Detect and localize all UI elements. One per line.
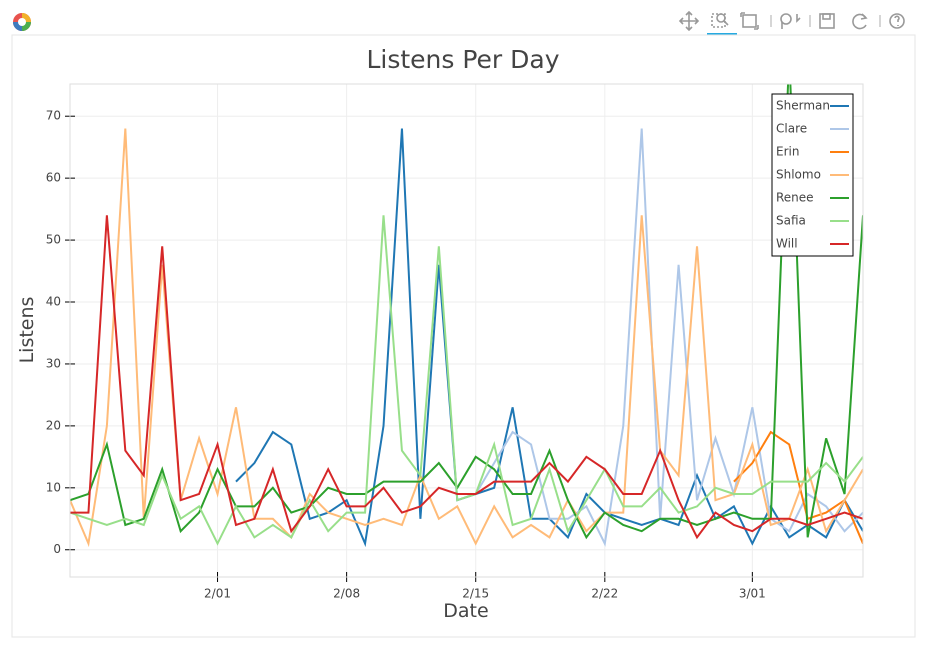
- series-line: [70, 215, 863, 546]
- series-line: [70, 215, 863, 540]
- plot-frame: [69, 83, 864, 578]
- axes: 0 10 20 30 40 50 60 70 2/01 2/08 2/15 2/22 3/01: [46, 83, 864, 601]
- x-tick-label: 3/01: [739, 587, 766, 601]
- series-line: [235, 128, 863, 548]
- y-tick-label: 70: [46, 109, 61, 123]
- series-line: [474, 128, 863, 547]
- legend: Sherman Clare Erin Shlomo Renee Safia Will: [771, 93, 854, 257]
- legend-label: Erin: [776, 145, 799, 159]
- logo[interactable]: [13, 13, 31, 31]
- series-line: [70, 128, 863, 548]
- legend-label: Clare: [776, 122, 807, 136]
- legend-label: Shlomo: [776, 168, 821, 182]
- y-tick-label: 40: [46, 295, 61, 309]
- x-tick-label: 2/15: [462, 587, 489, 601]
- y-tick-label: 10: [46, 480, 61, 494]
- save-tool[interactable]: [819, 13, 835, 29]
- grid: [70, 84, 863, 577]
- lines: [70, 84, 863, 548]
- legend-label: Sherman: [776, 99, 830, 113]
- y-tick-label: 20: [46, 418, 61, 432]
- resize-tool[interactable]: [740, 12, 759, 30]
- legend-label: Safia: [776, 214, 806, 228]
- help-tool[interactable]: [889, 13, 905, 29]
- y-tick-label: 50: [46, 233, 61, 247]
- y-tick-label: 0: [53, 542, 61, 556]
- series-line: [70, 84, 863, 540]
- box-zoom-tool[interactable]: [707, 13, 737, 35]
- reset-tool[interactable]: [852, 13, 868, 30]
- y-tick-label: 60: [46, 171, 61, 185]
- toolbar: [678, 10, 905, 35]
- chart-title: Listens Per Day: [366, 45, 559, 74]
- x-tick-label: 2/08: [333, 587, 360, 601]
- x-tick-label: 2/22: [591, 587, 618, 601]
- plot-border: [11, 34, 916, 638]
- x-axis-label: Date: [443, 600, 488, 622]
- pan-tool[interactable]: [678, 10, 700, 32]
- y-tick-label: 30: [46, 356, 61, 370]
- legend-label: Renee: [776, 191, 814, 205]
- wheel-zoom-tool[interactable]: [780, 13, 801, 29]
- legend-box: [771, 93, 854, 257]
- y-axis-label: Listens: [16, 297, 38, 364]
- x-tick-label: 2/01: [204, 587, 231, 601]
- legend-label: Will: [776, 237, 798, 251]
